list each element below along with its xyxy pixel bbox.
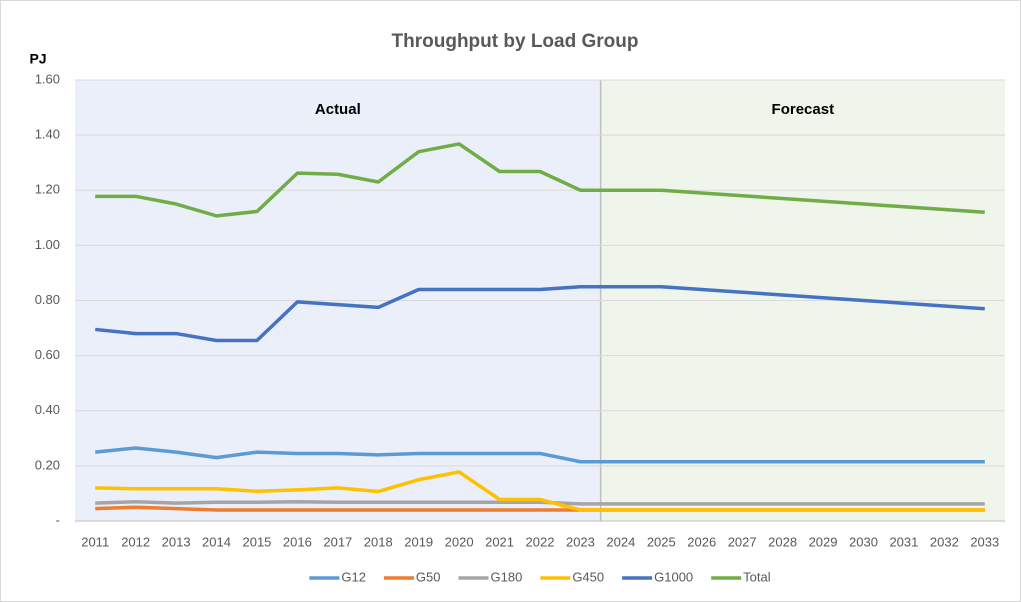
y-tick-label: - <box>56 512 60 527</box>
y-tick-label: 1.00 <box>35 237 60 252</box>
x-tick-label: 2027 <box>728 534 757 549</box>
y-tick-label: 0.60 <box>35 347 60 362</box>
x-tick-label: 2029 <box>809 534 838 549</box>
series-line <box>95 446 985 464</box>
x-tick-label: 2013 <box>162 534 191 549</box>
legend-item: G50 <box>383 569 441 584</box>
x-tick-label: 2024 <box>606 534 635 549</box>
x-tick-label: 2028 <box>768 534 797 549</box>
y-axis-label: PJ <box>29 51 46 67</box>
legend-label: G50 <box>416 569 441 584</box>
x-tick-label: 2032 <box>930 534 959 549</box>
legend-label: G180 <box>491 569 523 584</box>
x-tick-label: 2012 <box>121 534 150 549</box>
x-tick-label: 2030 <box>849 534 878 549</box>
region-label: Forecast <box>772 101 835 118</box>
y-tick-label: 1.20 <box>35 182 60 197</box>
legend-label: G12 <box>341 569 366 584</box>
x-tick-label: 2020 <box>445 534 474 549</box>
y-tick-label: 0.40 <box>35 402 60 417</box>
x-tick-label: 2021 <box>485 534 514 549</box>
chart-title: Throughput by Load Group <box>392 31 639 52</box>
legend-item: G180 <box>458 569 523 584</box>
legend-item: G12 <box>309 569 366 584</box>
series-line <box>95 284 985 343</box>
x-tick-label: 2018 <box>364 534 393 549</box>
x-tick-label: 2031 <box>889 534 918 549</box>
x-tick-label: 2026 <box>687 534 716 549</box>
x-tick-label: 2015 <box>242 534 271 549</box>
legend-label: G1000 <box>654 569 693 584</box>
series-line <box>95 470 985 512</box>
x-tick-label: 2025 <box>647 534 676 549</box>
series-line <box>95 499 985 506</box>
y-tick-label: 0.80 <box>35 292 60 307</box>
legend-label: Total <box>743 569 771 584</box>
series-line <box>95 142 985 218</box>
legend-item: G1000 <box>622 569 693 584</box>
x-tick-label: 2023 <box>566 534 595 549</box>
y-tick-label: 1.60 <box>35 71 60 86</box>
x-tick-label: 2022 <box>526 534 555 549</box>
x-tick-label: 2033 <box>970 534 999 549</box>
legend-item: G450 <box>540 569 604 584</box>
y-tick-label: 1.40 <box>35 127 60 142</box>
x-tick-label: 2016 <box>283 534 312 549</box>
x-tick-label: 2011 <box>81 534 109 549</box>
legend-label: G450 <box>572 569 604 584</box>
x-tick-label: 2019 <box>404 534 433 549</box>
region-label: Actual <box>315 101 361 118</box>
y-tick-label: 0.20 <box>35 457 60 472</box>
x-tick-label: 2017 <box>323 534 352 549</box>
x-tick-label: 2014 <box>202 534 231 549</box>
legend-item: Total <box>711 569 771 584</box>
